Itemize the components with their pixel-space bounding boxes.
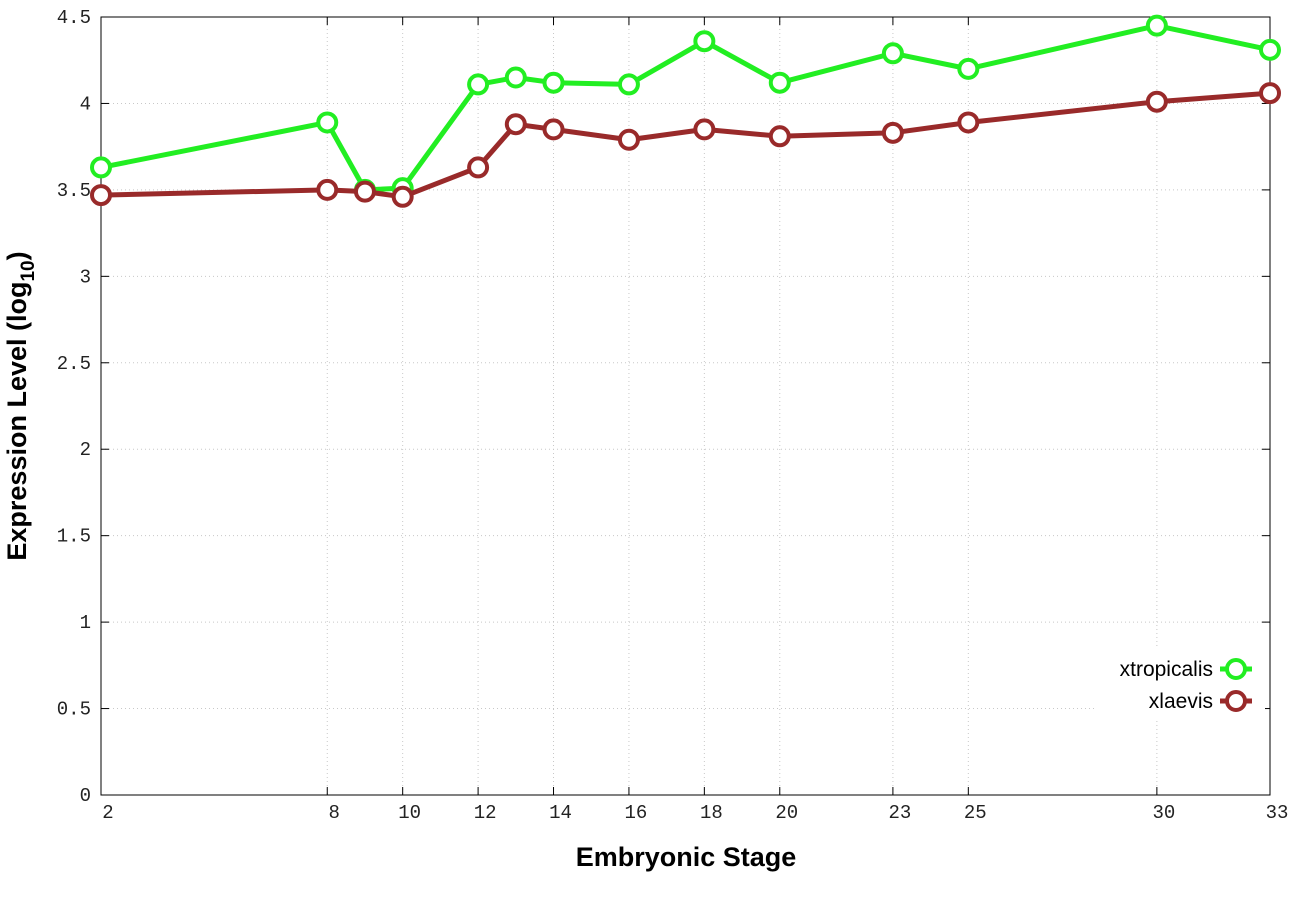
data-point	[467, 156, 490, 179]
data-point	[316, 111, 339, 134]
legend: xtropicalis xlaevis	[1095, 649, 1265, 721]
x-tick-label: 20	[775, 802, 798, 824]
data-point	[693, 118, 716, 141]
data-point	[316, 178, 339, 201]
data-point	[1259, 38, 1281, 61]
x-tick-label: 14	[549, 802, 572, 824]
data-point	[504, 66, 527, 89]
y-axis-title-suffix: )	[2, 251, 32, 260]
x-tick-label: 10	[398, 802, 421, 824]
y-axis-title-subscript: 10	[18, 260, 39, 281]
x-tick-label: 33	[1266, 802, 1289, 824]
legend-label: xtropicalis	[1120, 658, 1213, 681]
y-tick-label: 2.5	[57, 353, 91, 375]
data-point	[1145, 90, 1168, 113]
data-point	[617, 128, 640, 151]
y-tick-label: 0	[80, 785, 91, 807]
y-tick-label: 0.5	[57, 699, 91, 721]
legend-swatch-marker	[1225, 658, 1247, 680]
x-tick-label: 2	[102, 802, 113, 824]
data-point	[768, 125, 791, 148]
y-axis-title: Expression Level (log10)	[2, 251, 39, 560]
y-tick-label: 4	[80, 93, 91, 115]
data-point	[467, 73, 490, 96]
data-point	[957, 57, 980, 80]
x-tick-label: 8	[329, 802, 340, 824]
data-point	[90, 184, 112, 207]
data-point	[1259, 82, 1281, 105]
x-tick-label: 18	[700, 802, 723, 824]
data-point	[90, 156, 112, 179]
y-axis-title-text: Expression Level (log	[2, 282, 32, 561]
y-tick-label: 1.5	[57, 526, 91, 548]
legend-label: xlaevis	[1149, 690, 1213, 713]
data-point	[353, 180, 376, 203]
x-tick-label: 30	[1152, 802, 1175, 824]
y-tick-label: 2	[80, 439, 91, 461]
data-point	[881, 42, 904, 65]
x-tick-label: 25	[964, 802, 987, 824]
plot-frame	[100, 16, 1271, 796]
y-tick-label: 3.5	[57, 180, 91, 202]
y-tick-label: 3	[80, 266, 91, 288]
data-point	[391, 185, 414, 208]
legend-swatch-marker	[1225, 690, 1247, 712]
data-point	[542, 71, 565, 94]
x-tick-label: 23	[888, 802, 911, 824]
data-point	[617, 73, 640, 96]
x-tick-label: 16	[625, 802, 648, 824]
x-tick-label: 12	[474, 802, 497, 824]
x-axis-title: Embryonic Stage	[576, 842, 797, 872]
y-tick-label: 4.5	[57, 7, 91, 29]
series-line	[100, 90, 1271, 200]
data-point	[881, 121, 904, 144]
y-tick-label: 1	[80, 612, 91, 634]
data-point	[542, 118, 565, 141]
data-point	[1145, 14, 1168, 37]
data-point	[693, 30, 716, 53]
data-point	[504, 113, 527, 136]
data-point	[768, 71, 791, 94]
data-point	[957, 111, 980, 134]
